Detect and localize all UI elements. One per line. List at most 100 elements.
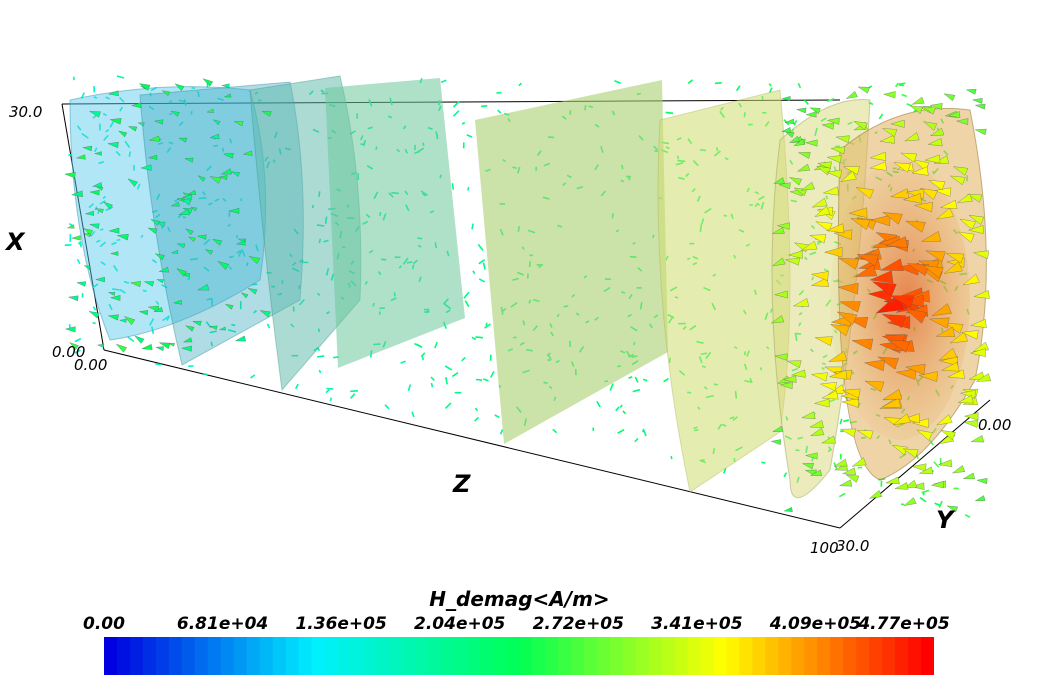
3d-field-scene[interactable] — [0, 0, 1039, 580]
field-cone — [108, 90, 119, 97]
field-arrow — [64, 244, 72, 247]
field-arrow — [166, 147, 172, 153]
field-cone — [204, 249, 214, 255]
field-arrow — [461, 356, 466, 362]
field-arrow — [906, 103, 912, 107]
field-cone — [791, 369, 806, 378]
colorbar-band — [428, 637, 442, 675]
field-arrow — [489, 371, 495, 378]
colorbar-band — [648, 637, 663, 675]
field-arrow — [596, 400, 601, 408]
colorbar-band — [480, 637, 494, 675]
field-arrow — [472, 270, 476, 275]
field-cone — [966, 194, 983, 203]
field-arrow — [325, 389, 330, 394]
field-arrow — [203, 238, 211, 246]
field-arrow — [440, 79, 447, 83]
field-arrow — [663, 377, 669, 383]
field-arrow — [109, 121, 115, 128]
colorbar — [104, 637, 934, 675]
field-arrow — [471, 336, 477, 341]
field-cone — [826, 223, 845, 234]
field-cone — [811, 197, 828, 208]
field-arrow — [451, 183, 455, 190]
field-arrow — [838, 492, 846, 498]
field-cone — [927, 138, 943, 147]
colorbar-band — [908, 637, 922, 675]
field-cone — [89, 189, 100, 196]
field-cone — [828, 351, 848, 362]
field-cone — [784, 257, 800, 266]
field-cone — [863, 359, 885, 372]
field-cone — [969, 348, 986, 357]
field-arrow — [477, 243, 484, 251]
field-arrow — [168, 100, 173, 104]
field-cone — [170, 110, 180, 117]
field-cone — [219, 326, 226, 331]
field-cone — [154, 119, 164, 125]
field-cone — [76, 281, 86, 287]
colorbar-band — [544, 637, 559, 675]
field-cone — [883, 91, 896, 99]
field-arrow — [255, 244, 259, 252]
field-cone — [929, 317, 950, 329]
field-arrow — [68, 222, 73, 227]
field-arrow — [250, 374, 256, 379]
field-cone — [837, 282, 859, 295]
field-cone — [89, 111, 101, 118]
field-arrow — [898, 84, 904, 87]
field-arrow — [552, 428, 558, 434]
field-cone — [879, 135, 895, 144]
colorbar-band — [609, 637, 624, 675]
field-cone — [836, 311, 858, 326]
colorbar-band — [506, 637, 520, 675]
field-cone — [217, 261, 229, 270]
colorbar-band — [363, 637, 377, 675]
colorbar-band — [194, 637, 209, 675]
colorbar-title: H_demag<A/m> — [429, 587, 610, 611]
field-cone — [809, 107, 821, 114]
field-cone — [965, 89, 977, 95]
field-cone — [962, 472, 975, 480]
field-arrow — [481, 105, 488, 108]
field-arrow — [241, 249, 246, 257]
colorbar-band — [687, 637, 702, 675]
field-cone — [218, 175, 228, 180]
field-cone — [931, 303, 952, 316]
field-arrow — [901, 93, 908, 98]
field-cone — [184, 157, 194, 163]
field-cone — [108, 227, 120, 234]
field-arrow — [151, 258, 158, 264]
field-cone — [131, 102, 142, 109]
field-cone — [188, 236, 196, 242]
field-arrow — [112, 288, 120, 291]
field-arrow — [119, 288, 126, 294]
field-arrow — [478, 259, 486, 265]
field-arrow — [182, 216, 187, 219]
y-axis-label: Y — [936, 506, 954, 534]
colorbar-band — [752, 637, 767, 675]
colorbar-band — [415, 637, 429, 675]
field-arrow — [735, 85, 741, 92]
field-cone — [127, 126, 138, 132]
field-arrow — [229, 255, 234, 259]
field-arrow — [400, 360, 406, 364]
colorbar-band — [220, 637, 235, 675]
colorbar-band — [531, 637, 546, 675]
field-cone — [962, 273, 980, 286]
field-cone — [801, 240, 818, 251]
field-cone — [918, 371, 938, 382]
field-arrow — [168, 112, 173, 116]
field-arrow — [803, 99, 809, 105]
field-arrow — [384, 404, 390, 410]
colorbar-band — [713, 637, 728, 675]
field-cone — [788, 135, 800, 144]
field-arrow — [407, 384, 412, 392]
colorbar-tick-label: 3.41e+05 — [651, 614, 743, 634]
colorbar-band — [168, 637, 183, 675]
field-arrow — [105, 128, 110, 133]
field-arrow — [93, 147, 98, 153]
field-arrow — [622, 410, 627, 415]
field-cone — [83, 228, 93, 236]
field-arrow — [158, 142, 163, 146]
